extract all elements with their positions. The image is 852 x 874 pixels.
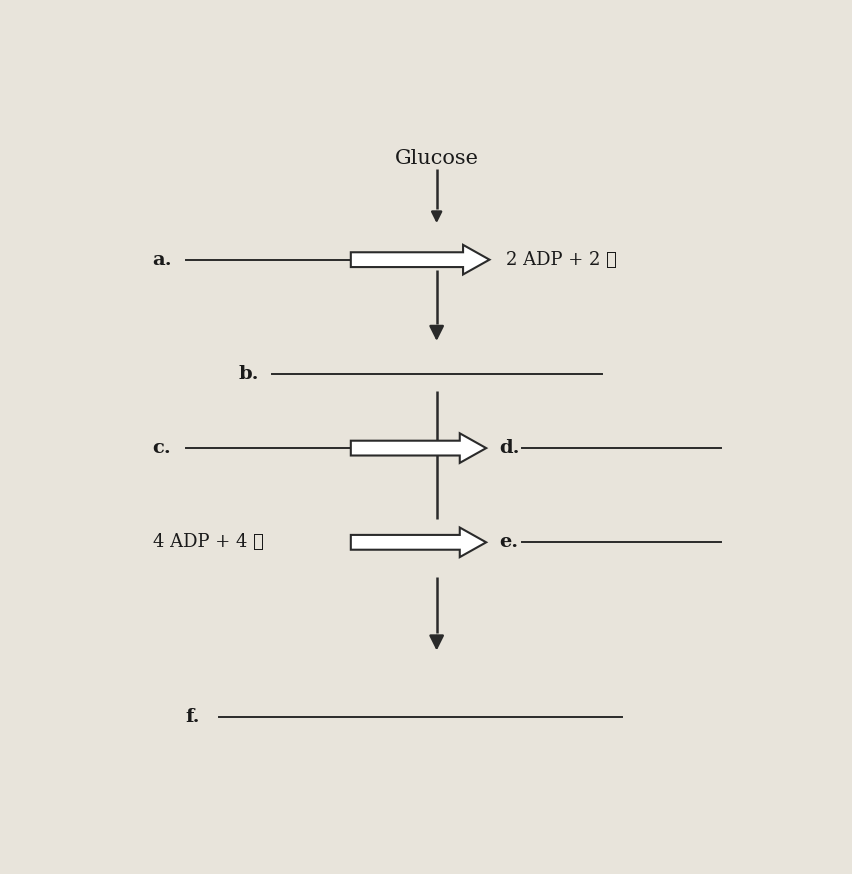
Text: c.: c. bbox=[153, 439, 171, 457]
Text: e.: e. bbox=[499, 533, 519, 551]
Text: a.: a. bbox=[153, 251, 172, 268]
Text: 4 ADP + 4 Ⓟ: 4 ADP + 4 Ⓟ bbox=[153, 533, 263, 551]
Text: b.: b. bbox=[239, 365, 259, 383]
Text: 2 ADP + 2 Ⓟ: 2 ADP + 2 Ⓟ bbox=[506, 251, 617, 268]
Polygon shape bbox=[351, 528, 486, 557]
Text: Glucose: Glucose bbox=[394, 149, 479, 168]
Text: f.: f. bbox=[186, 708, 200, 726]
Polygon shape bbox=[351, 434, 486, 463]
Polygon shape bbox=[351, 245, 489, 274]
Text: d.: d. bbox=[499, 439, 520, 457]
